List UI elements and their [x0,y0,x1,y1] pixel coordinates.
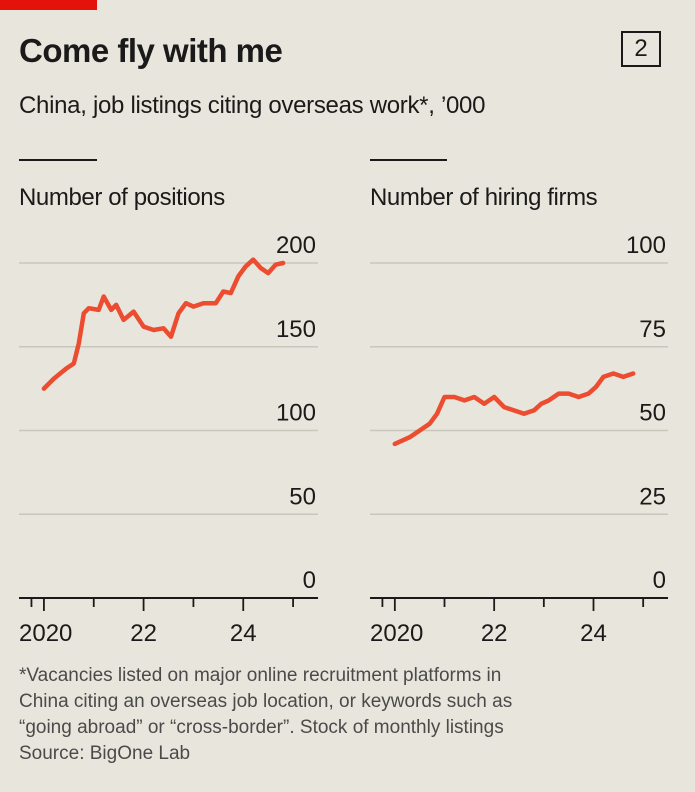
footnote-line: *Vacancies listed on major online recrui… [19,665,502,686]
x-tick-label: 22 [130,620,157,647]
y-tick-label: 25 [639,483,666,510]
panel-title: Number of positions [19,184,225,211]
x-tick-label: 22 [481,620,508,647]
footnote-line: “going abroad” or “cross-border”. Stock … [19,717,504,738]
footnote: *Vacancies listed on major online recrui… [19,663,679,767]
x-tick-label: 2020 [370,620,423,647]
series-line [41,257,286,391]
y-tick-label: 100 [626,232,666,259]
y-tick-label: 75 [639,316,666,343]
x-tick-label: 2020 [19,620,72,647]
y-tick-label: 50 [639,400,666,427]
y-tick-label: 200 [276,232,316,259]
y-tick-label: 50 [289,483,316,510]
chart-title: Come fly with me [19,32,283,69]
chart-subtitle: China, job listings citing overseas work… [19,92,486,119]
series-line [392,371,636,447]
brand-tab [0,0,97,10]
y-tick-label: 100 [276,400,316,427]
y-tick-label: 0 [653,567,666,594]
y-tick-label: 150 [276,316,316,343]
source-line: Source: BigOne Lab [19,743,191,764]
x-tick-label: 24 [580,620,607,647]
chart-number-badge: 2 [621,31,661,67]
y-tick-label: 0 [303,567,316,594]
x-tick-label: 24 [230,620,257,647]
panel-title: Number of hiring firms [370,184,598,211]
footnote-line: China citing an overseas job location, o… [19,691,513,712]
